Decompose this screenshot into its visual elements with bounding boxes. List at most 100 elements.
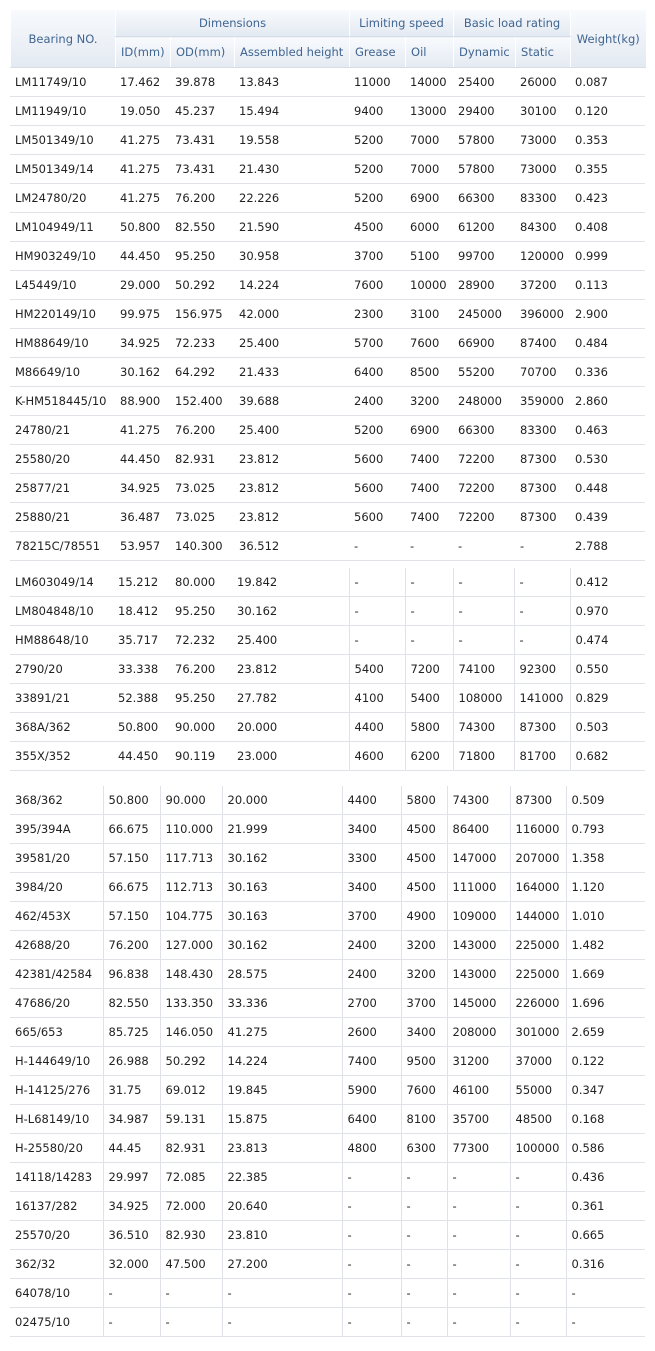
table-row: 25570/20 36.510 82.930 23.810- - - -0.665 xyxy=(10,1220,645,1250)
table-row: 25580/20 44.450 82.931 23.812 5600 7400 72200 8… xyxy=(10,444,645,474)
cell: 21.433 xyxy=(234,357,349,387)
cell: 7600 xyxy=(405,328,453,358)
table-row: LM104949/11 50.800 82.550 21.590 4500 6000 612… xyxy=(10,212,645,242)
cell: 110.000 xyxy=(159,814,222,844)
cell: 9400 xyxy=(349,96,405,126)
cell: 0.509 xyxy=(565,786,645,815)
cell: 0.087 xyxy=(570,68,645,97)
header-cell: ID(mm) xyxy=(115,36,171,68)
table-row: 368/362 50.800 90.000 20.000 4400 5800 74300 87… xyxy=(10,786,645,815)
cell: 34.925 xyxy=(115,473,170,503)
cell: - xyxy=(400,1220,447,1250)
cell: 14.224 xyxy=(234,270,349,300)
cell: - xyxy=(404,568,453,597)
cell: 0.316 xyxy=(565,1249,645,1279)
cell: 6300 xyxy=(400,1133,447,1163)
cell: 44.45 xyxy=(102,1133,160,1163)
cell: - xyxy=(348,568,405,597)
header-cell: Oil xyxy=(405,36,454,68)
cell: 6000 xyxy=(405,212,453,242)
bearing-cell: 2790/20 xyxy=(10,654,113,684)
cell: - xyxy=(159,1278,222,1308)
cell: 85.725 xyxy=(102,1017,160,1047)
cell: 87300 xyxy=(515,473,570,503)
cell: 87300 xyxy=(509,786,566,815)
cell: 5700 xyxy=(349,328,405,358)
cell: 14000 xyxy=(405,68,453,97)
cell: 20.000 xyxy=(232,712,349,742)
table-row: LM603049/14 15.212 80.000 19.842- - - -0.412 xyxy=(10,568,645,597)
cell: 21.999 xyxy=(221,814,342,844)
cell: 7000 xyxy=(405,154,453,184)
cell: 19.842 xyxy=(232,568,349,597)
cell: 30.163 xyxy=(221,901,342,931)
cell: 0.412 xyxy=(569,568,645,597)
cell: 109000 xyxy=(446,901,510,931)
cell: 0.999 xyxy=(570,241,645,271)
bearing-cell: 16137/282 xyxy=(10,1191,103,1221)
cell: 66300 xyxy=(453,415,515,445)
bearing-cell: 395/394A xyxy=(10,814,103,844)
cell: 2400 xyxy=(341,930,401,960)
bearing-cell: HM220149/10 xyxy=(10,299,115,329)
cell: - xyxy=(341,1307,401,1337)
cell: - xyxy=(452,625,514,655)
header-cell: Bearing NO. xyxy=(10,10,116,68)
cell: 25.400 xyxy=(232,625,349,655)
cell: 133.350 xyxy=(159,988,222,1018)
cell: - xyxy=(446,1278,510,1308)
cell: 2.900 xyxy=(570,299,645,329)
table-row: LM11749/10 17.462 39.878 13.843 11000 14000 25… xyxy=(10,68,645,97)
cell: 46100 xyxy=(446,1075,510,1105)
cell: - xyxy=(452,596,514,626)
cell: 72200 xyxy=(453,502,515,532)
header-cell: Limiting speed xyxy=(349,10,454,37)
cell: 7200 xyxy=(404,654,453,684)
table-row: H-144649/10 26.988 50.292 14.224 7400 9500 312… xyxy=(10,1046,645,1076)
cell: 26.988 xyxy=(102,1046,160,1076)
cell: 5400 xyxy=(404,683,453,713)
bearing-cell: HM903249/10 xyxy=(10,241,115,271)
cell: 41.275 xyxy=(115,154,170,184)
bearing-cell: LM501349/10 xyxy=(10,125,115,155)
bearing-cell: 362/32 xyxy=(10,1249,103,1279)
cell: 90.000 xyxy=(159,786,222,815)
bearing-cell: 33891/21 xyxy=(10,683,113,713)
cell: 72200 xyxy=(453,473,515,503)
cell: 18.412 xyxy=(113,596,170,626)
cell: - xyxy=(341,1249,401,1279)
cell: 84300 xyxy=(515,212,570,242)
cell: 144000 xyxy=(509,901,566,931)
bearing-cell: 25580/20 xyxy=(10,444,115,474)
cell: 4900 xyxy=(400,901,447,931)
cell: 73.431 xyxy=(170,125,234,155)
cell: 86400 xyxy=(446,814,510,844)
cell: 25400 xyxy=(453,68,515,97)
cell: 5100 xyxy=(405,241,453,271)
bearing-cell: 25570/20 xyxy=(10,1220,103,1250)
cell: 77300 xyxy=(446,1133,510,1163)
table-row: H-14125/276 31.75 69.012 19.845 5900 7600 4610… xyxy=(10,1075,645,1105)
cell: 95.250 xyxy=(170,241,234,271)
cell: 27.782 xyxy=(232,683,349,713)
cell: - xyxy=(452,568,514,597)
cell: 2600 xyxy=(341,1017,401,1047)
cell: 15.494 xyxy=(234,96,349,126)
cell: 30100 xyxy=(515,96,570,126)
cell: - xyxy=(446,1191,510,1221)
cell: 31.75 xyxy=(102,1075,160,1105)
cell: 57800 xyxy=(453,154,515,184)
cell: 34.925 xyxy=(115,328,170,358)
cell: 3200 xyxy=(400,930,447,960)
table-row: 24780/21 41.275 76.200 25.400 5200 6900 66300 8… xyxy=(10,415,645,445)
cell: 41.275 xyxy=(115,415,170,445)
table-row: M86649/10 30.162 64.292 21.433 6400 8500 55200… xyxy=(10,357,645,387)
cell: 76.200 xyxy=(170,183,234,213)
table-row: 25880/21 36.487 73.025 23.812 5600 7400 72200 8… xyxy=(10,502,645,532)
header-cell: Dynamic xyxy=(453,36,516,68)
table-row: 64078/10- - - - - - - - xyxy=(10,1278,645,1308)
cell: 9500 xyxy=(400,1046,447,1076)
cell: 0.361 xyxy=(565,1191,645,1221)
cell: 2.860 xyxy=(570,386,645,416)
cell: - xyxy=(513,568,570,597)
